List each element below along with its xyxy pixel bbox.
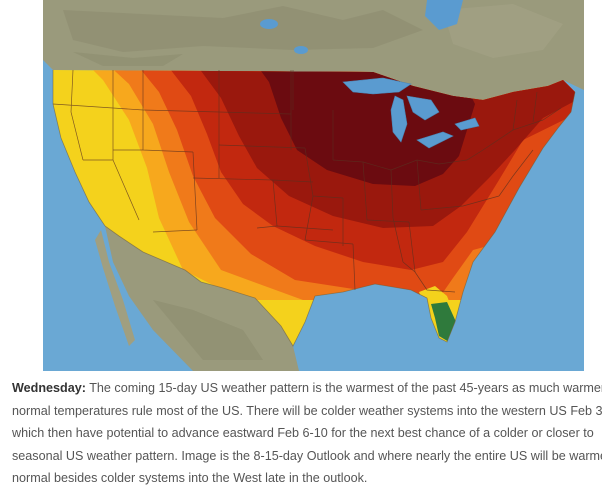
caption-line-4: seasonal US weather pattern. Image is th… xyxy=(12,448,602,463)
mexico-land xyxy=(105,226,299,371)
caption-line-5: normal besides colder systems into the W… xyxy=(12,471,368,485)
great-lakes xyxy=(342,77,480,149)
caption-line-2: normal temperatures rule most of the US.… xyxy=(12,403,602,418)
outlook-caption: Wednesday: The coming 15-day US weather … xyxy=(12,377,602,490)
us-outlook-map-graphic xyxy=(43,0,584,371)
florida-below-normal xyxy=(431,302,457,342)
caption-line-1: Wednesday: The coming 15-day US weather … xyxy=(12,377,602,400)
temperature-outlook-map xyxy=(43,0,584,371)
caption-text-1: The coming 15-day US weather pattern is … xyxy=(89,381,602,395)
max-anomaly-region xyxy=(253,70,475,186)
caption-line-3: which then have potential to advance eas… xyxy=(12,426,594,440)
caption-day-label: Wednesday: xyxy=(12,381,86,395)
state-borders xyxy=(52,69,562,293)
